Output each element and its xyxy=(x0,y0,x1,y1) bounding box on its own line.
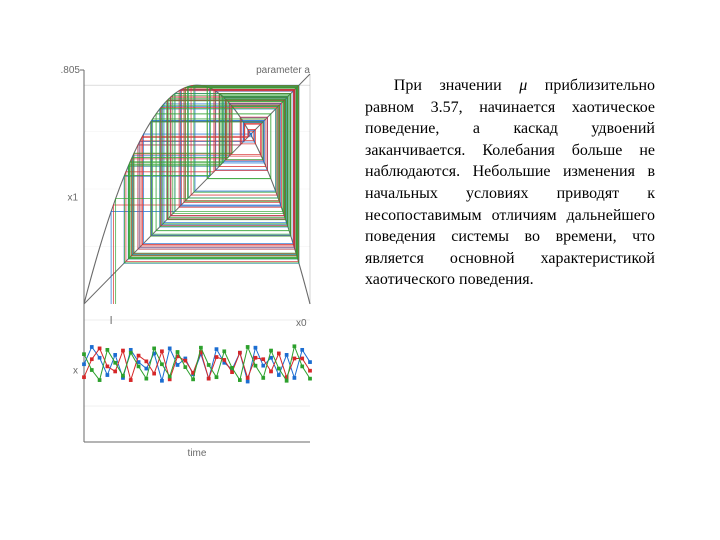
timeseries-marker xyxy=(215,376,218,379)
timeseries-marker xyxy=(285,353,288,356)
timeseries-marker xyxy=(269,349,272,352)
timeseries-marker xyxy=(238,351,241,354)
timeseries-marker xyxy=(246,345,249,348)
timeseries-marker xyxy=(223,358,226,361)
timeseries-marker xyxy=(238,378,241,381)
timeseries-marker xyxy=(90,368,93,371)
timeseries-marker xyxy=(308,377,311,380)
timeseries-marker xyxy=(160,379,163,382)
timeseries-marker xyxy=(98,356,101,359)
timeseries-marker xyxy=(168,347,171,350)
timeseries-marker xyxy=(114,370,117,373)
timeseries-marker xyxy=(106,365,109,368)
timeseries-marker xyxy=(230,366,233,369)
timeseries-marker xyxy=(98,347,101,350)
timeseries-marker xyxy=(160,350,163,353)
timeseries-marker xyxy=(90,358,93,361)
bifurcation-figure: 3.805 parameter a x1 x0 x time xyxy=(60,60,320,460)
timeseries-marker xyxy=(269,370,272,373)
timeseries-marker xyxy=(277,373,280,376)
timeseries-marker xyxy=(223,350,226,353)
timeseries-marker xyxy=(230,371,233,374)
body-text-column: При значении μ приблизительно равном 3.5… xyxy=(365,75,655,291)
timeseries-marker xyxy=(269,356,272,359)
timeseries-marker xyxy=(168,375,171,378)
timeseries-marker xyxy=(137,360,140,363)
timeseries-marker xyxy=(254,364,257,367)
timeseries-marker xyxy=(82,353,85,356)
timeseries-marker xyxy=(277,367,280,370)
label-y-upper: x1 xyxy=(67,193,78,204)
timeseries-marker xyxy=(246,376,249,379)
timeseries-marker xyxy=(207,377,210,380)
timeseries-marker xyxy=(121,349,124,352)
timeseries-marker xyxy=(215,348,218,351)
timeseries-marker xyxy=(184,359,187,362)
timeseries-marker xyxy=(308,369,311,372)
timeseries-marker xyxy=(121,374,124,377)
timeseries-marker xyxy=(82,376,85,379)
timeseries-marker xyxy=(199,346,202,349)
timeseries-marker xyxy=(98,378,101,381)
label-y-lower: x xyxy=(73,366,78,377)
label-top-right: parameter a xyxy=(256,65,310,76)
para-text-before: При значении xyxy=(394,77,519,94)
timeseries-marker xyxy=(262,358,265,361)
body-paragraph: При значении μ приблизительно равном 3.5… xyxy=(365,75,655,291)
timeseries-marker xyxy=(82,363,85,366)
timeseries-marker xyxy=(137,354,140,357)
timeseries-marker xyxy=(145,367,148,370)
mu-symbol: μ xyxy=(519,77,527,94)
timeseries-marker xyxy=(262,376,265,379)
timeseries-marker xyxy=(114,353,117,356)
timeseries-marker xyxy=(215,355,218,358)
timeseries-marker xyxy=(301,357,304,360)
label-bottom: time xyxy=(188,448,207,459)
label-mid-right: x0 xyxy=(296,318,307,329)
timeseries-marker xyxy=(246,380,249,383)
timeseries-marker xyxy=(129,351,132,354)
timeseries-marker xyxy=(301,365,304,368)
timeseries-marker xyxy=(301,348,304,351)
timeseries-marker xyxy=(160,363,163,366)
timeseries-marker xyxy=(145,360,148,363)
timeseries-marker xyxy=(153,372,156,375)
timeseries-marker xyxy=(184,366,187,369)
timeseries-marker xyxy=(176,350,179,353)
timeseries-marker xyxy=(262,364,265,367)
timeseries-marker xyxy=(153,347,156,350)
timeseries-marker xyxy=(114,361,117,364)
timeseries-marker xyxy=(308,360,311,363)
timeseries-marker xyxy=(106,348,109,351)
figure-svg: 3.805 parameter a x1 x0 x time xyxy=(60,60,320,460)
timeseries-marker xyxy=(207,363,210,366)
timeseries-marker xyxy=(293,357,296,360)
timeseries-marker xyxy=(106,373,109,376)
timeseries-marker xyxy=(277,352,280,355)
timeseries-marker xyxy=(129,378,132,381)
timeseries-marker xyxy=(145,377,148,380)
timeseries-marker xyxy=(176,363,179,366)
page: 3.805 parameter a x1 x0 x time При значении μ… xyxy=(0,0,720,540)
timeseries-marker xyxy=(254,346,257,349)
timeseries-marker xyxy=(137,365,140,368)
timeseries-marker xyxy=(285,379,288,382)
label-top-left: 3.805 xyxy=(60,65,80,76)
timeseries-marker xyxy=(254,356,257,359)
timeseries-marker xyxy=(293,376,296,379)
timeseries-marker xyxy=(90,345,93,348)
para-text-after: приблизительно равном 3.57, начинается х… xyxy=(365,77,655,288)
timeseries-marker xyxy=(192,378,195,381)
timeseries-marker xyxy=(293,345,296,348)
